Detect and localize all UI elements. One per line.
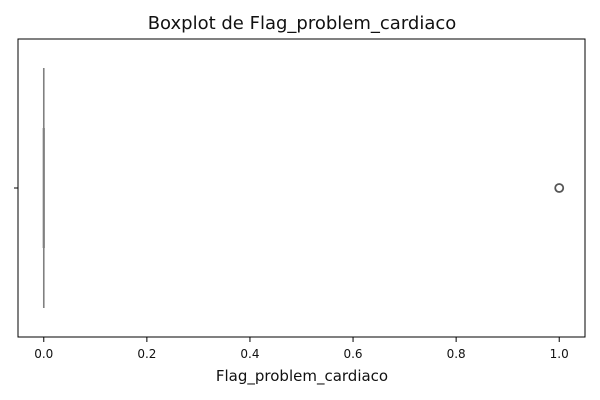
x-axis-label: Flag_problem_cardiaco <box>216 367 388 386</box>
box-series <box>42 68 565 308</box>
x-axis-ticks: 0.0 0.2 0.4 0.6 0.8 1.0 <box>34 337 569 361</box>
x-tick-label: 0.6 <box>343 347 362 361</box>
x-tick-label: 1.0 <box>550 347 569 361</box>
x-tick-label: 0.8 <box>447 347 466 361</box>
x-tick-label: 0.4 <box>240 347 259 361</box>
x-tick-label: 0.0 <box>34 347 53 361</box>
plot-area-frame <box>17 38 586 338</box>
x-tick-label: 0.2 <box>137 347 156 361</box>
outlier-point <box>554 183 565 193</box>
chart-title: Boxplot de Flag_problem_cardiaco <box>148 13 457 34</box>
